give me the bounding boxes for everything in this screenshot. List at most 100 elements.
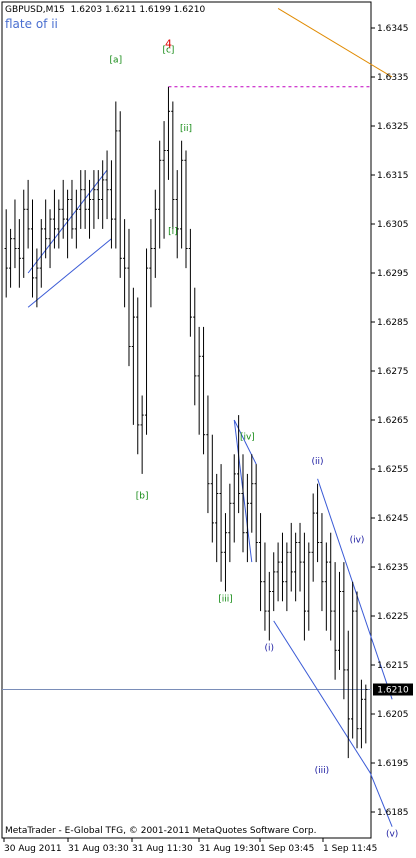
price-bar — [136, 297, 140, 455]
price-bar — [39, 219, 43, 288]
price-bar — [44, 199, 48, 259]
price-bar — [298, 522, 302, 592]
price-bar — [13, 199, 17, 269]
price-bar — [280, 532, 285, 602]
price-bar — [346, 630, 350, 759]
y-tick-label: 1.6255 — [377, 465, 409, 475]
price-bar — [276, 542, 280, 602]
x-tick-label: 1 Sep 11:45 — [323, 844, 377, 854]
wave-label: [iv] — [240, 433, 255, 443]
y-tick-label: 1.6315 — [377, 171, 409, 181]
wave-label: [a] — [110, 55, 123, 65]
wave-label: (ii) — [312, 457, 324, 467]
price-bar — [52, 189, 57, 249]
price-bar — [101, 160, 105, 229]
price-bar — [26, 179, 30, 249]
price-bar — [232, 454, 236, 543]
price-bar — [289, 522, 293, 592]
channel-line-c — [273, 620, 371, 774]
price-bar — [258, 513, 263, 612]
price-bar — [223, 513, 228, 592]
price-bar — [166, 86, 171, 180]
price-bar — [65, 189, 70, 259]
wave-label: [b] — [136, 491, 149, 501]
price-bar — [162, 121, 166, 239]
price-bar — [359, 679, 364, 749]
price-bar — [267, 571, 271, 641]
price-bar — [109, 160, 114, 249]
price-bar — [92, 170, 96, 229]
y-tick-label: 1.6345 — [377, 24, 409, 34]
price-bar — [87, 179, 92, 239]
price-bar — [105, 150, 109, 220]
price-bar — [237, 415, 241, 514]
y-tick-label: 1.6295 — [377, 269, 409, 279]
price-bar — [188, 228, 192, 337]
wave-label: (iii) — [315, 766, 330, 776]
price-bar — [210, 434, 214, 543]
copyright-footer: MetaTrader - E-Global TFG, © 2001-2011 M… — [5, 826, 317, 836]
price-bar — [127, 228, 131, 367]
wave-label: [i] — [168, 227, 178, 237]
price-bar — [272, 552, 276, 612]
price-bar — [70, 179, 74, 239]
price-bar — [184, 150, 188, 269]
price-bar — [140, 395, 144, 474]
y-tick-label: 1.6285 — [377, 318, 409, 328]
price-bar — [79, 170, 83, 229]
price-bar — [171, 101, 175, 229]
price-bar — [254, 464, 258, 563]
price-bar — [285, 542, 289, 612]
price-bar — [333, 562, 337, 680]
wave-label: 4 — [165, 38, 172, 51]
price-bar — [311, 493, 315, 582]
y-tick-label: 1.6335 — [377, 73, 409, 83]
price-bar — [302, 532, 307, 641]
price-bar — [329, 532, 333, 641]
price-bar — [35, 248, 39, 308]
price-bar — [180, 140, 184, 249]
price-bar — [123, 219, 127, 308]
price-bar — [355, 591, 359, 749]
price-bar — [351, 581, 355, 739]
wave-label: (i) — [265, 643, 275, 653]
orange-trend-line — [277, 7, 393, 78]
y-tick-label: 1.6185 — [377, 808, 409, 818]
y-tick-label: 1.6275 — [377, 367, 409, 377]
price-bar — [201, 326, 206, 455]
price-bar — [228, 483, 232, 563]
channel-line-d — [317, 478, 393, 700]
y-tick-label: 1.6205 — [377, 710, 409, 720]
price-bar — [118, 111, 122, 278]
wave-label: [c] — [162, 46, 174, 56]
channel-line-a — [233, 419, 257, 465]
price-bar — [337, 571, 342, 670]
price-bar — [197, 326, 201, 435]
price-bar — [74, 189, 78, 249]
current-price-text: 1.6210 — [377, 686, 409, 696]
price-bar — [4, 209, 8, 298]
price-bar — [57, 199, 61, 249]
price-bar — [131, 287, 135, 425]
x-tick-label: 31 Aug 19:30 — [199, 844, 260, 854]
x-tick-label: 30 Aug 2011 — [4, 844, 62, 854]
y-tick-label: 1.6245 — [377, 514, 409, 524]
price-bar — [30, 199, 35, 298]
price-bar — [315, 483, 320, 563]
price-bar — [324, 542, 328, 631]
price-bar — [48, 209, 52, 269]
price-bar — [144, 248, 149, 435]
price-bar — [175, 170, 179, 259]
price-bar — [320, 513, 324, 612]
price-bar — [158, 140, 162, 249]
y-tick-label: 1.6235 — [377, 563, 409, 573]
price-bar — [193, 287, 197, 406]
price-bar — [342, 562, 346, 700]
price-bar — [22, 189, 26, 278]
x-tick-label: 31 Aug 03:30 — [68, 844, 129, 854]
symbol-label: GBPUSD,M15 1.6203 1.6211 1.6199 1.6210 — [5, 5, 206, 15]
price-bar — [294, 532, 298, 602]
price-bar — [114, 101, 118, 249]
chart-subtitle: flate of ii — [5, 17, 58, 31]
